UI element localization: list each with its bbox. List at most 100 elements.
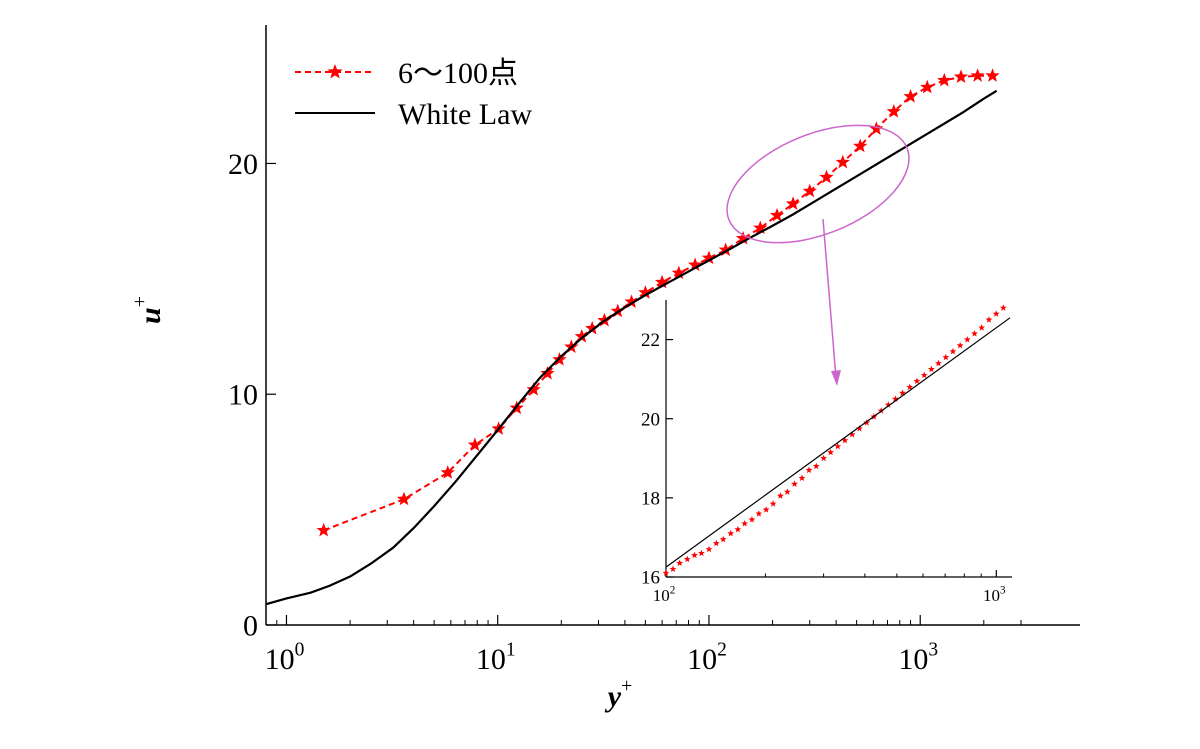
inset-y-ticks: 16 18 20 22 <box>641 330 673 589</box>
main-data-point <box>540 365 555 380</box>
main-xtick-label: 103 <box>898 640 938 677</box>
main-xtick-label: 102 <box>687 640 727 677</box>
main-data-point <box>574 329 589 343</box>
main-ytick-label: 10 <box>228 379 258 412</box>
inset-data-point <box>755 510 763 517</box>
main-xtick-base: 10 <box>687 643 717 676</box>
main-data-point <box>970 68 985 82</box>
inset-data-point <box>841 436 849 444</box>
inset-data-point <box>762 506 770 513</box>
y-axis-label: u+ <box>129 296 167 324</box>
zoom-arrow-head <box>831 370 841 386</box>
main-xtick-exp: 1 <box>506 640 516 661</box>
main-data-point <box>753 220 768 235</box>
inset-data-point <box>669 565 677 572</box>
inset-data-point <box>978 324 986 331</box>
inset-data-point <box>697 549 705 557</box>
inset-data-point <box>927 365 935 373</box>
main-xtick-label: 100 <box>265 640 305 677</box>
main-xtick-exp: 2 <box>717 640 727 661</box>
inset-axes: 16 18 20 22 102 103 <box>641 300 1012 605</box>
inset-data-point <box>776 492 784 499</box>
main-series-group <box>265 68 1000 606</box>
legend-entry-measured: 6～100点 <box>295 57 518 90</box>
main-ytick-label: 0 <box>243 610 258 643</box>
inset-data-point <box>892 395 899 402</box>
main-data-point <box>718 242 733 257</box>
inset-data-point <box>705 545 713 553</box>
inset-data-point <box>798 474 806 481</box>
main-data-point <box>396 491 412 506</box>
main-data-point <box>701 250 717 265</box>
main-data-point <box>869 121 884 135</box>
main-y-ticks: 0 10 20 <box>228 148 276 643</box>
inset-data-point <box>820 454 828 462</box>
inset-data-point <box>963 335 971 343</box>
main-xtick-base: 10 <box>265 643 295 676</box>
main-data-point <box>467 437 483 452</box>
inset-ytick-label: 22 <box>641 330 660 351</box>
inset-ytick-label: 18 <box>641 489 660 510</box>
inset-xtick-base: 10 <box>653 586 670 605</box>
inset-data-point <box>791 480 798 487</box>
inset-xtick-label: 102 <box>653 584 676 605</box>
legend: 6～100点 White Law <box>295 57 532 131</box>
inset-data-point <box>884 401 892 408</box>
inset-data-point <box>734 525 742 533</box>
inset-data-point <box>913 377 921 385</box>
inset-data-point <box>877 407 885 414</box>
inset-ytick-label: 20 <box>641 409 660 430</box>
main-series-line-0 <box>323 74 993 532</box>
main-ytick-label: 20 <box>228 148 258 181</box>
main-data-point <box>819 169 834 184</box>
inset-data-point <box>827 448 835 456</box>
main-data-point <box>953 69 969 83</box>
main-data-point <box>624 294 639 308</box>
inset-data-point <box>719 535 727 543</box>
main-data-point <box>638 285 653 299</box>
y-axis-label-sup: + <box>129 296 151 307</box>
x-axis-label-sup: + <box>621 675 632 697</box>
main-data-point <box>585 320 600 335</box>
main-data-point <box>440 465 455 479</box>
y-axis-label-main: u <box>134 307 167 324</box>
main-data-point <box>835 154 850 169</box>
main-data-point <box>785 196 801 210</box>
inset-data-point <box>999 304 1007 311</box>
inset-ytick-label: 16 <box>641 568 660 589</box>
main-x-ticks: 100 101 102 103 <box>265 615 1022 677</box>
main-data-point <box>937 72 952 87</box>
inset-data-point <box>812 462 820 470</box>
main-xtick-base: 10 <box>476 643 506 676</box>
inset-data-point <box>683 555 691 563</box>
inset-data-point <box>727 529 735 537</box>
main-data-point <box>920 79 935 94</box>
inset-data-point <box>906 383 914 390</box>
inset-data-point <box>848 430 856 438</box>
main-series-line-1 <box>265 89 998 606</box>
inset-data-point <box>899 389 906 396</box>
inset-series-group <box>662 304 1011 576</box>
main-xtick-exp: 3 <box>928 640 938 661</box>
inset-xtick-exp: 2 <box>670 584 676 596</box>
main-data-point <box>316 522 331 537</box>
inset-xtick-label: 103 <box>983 584 1006 605</box>
inset-data-point <box>992 310 1000 317</box>
inset-series-line-1 <box>665 317 1011 568</box>
legend-label-white-law: White Law <box>398 98 532 131</box>
x-axis-label: y+ <box>605 675 633 713</box>
main-data-point <box>853 138 868 153</box>
inset-data-point <box>662 569 670 576</box>
main-data-point <box>671 265 686 280</box>
svg-text:u+: u+ <box>129 296 167 324</box>
main-data-point <box>886 104 901 118</box>
inset-data-point <box>920 371 928 379</box>
legend-label-measured: 6～100点 <box>398 57 518 90</box>
inset-data-point <box>676 559 684 567</box>
main-data-point <box>687 257 703 272</box>
main-data-point <box>985 68 1000 82</box>
inset-data-point <box>942 353 950 361</box>
main-data-point <box>802 183 817 198</box>
inset-data-point <box>949 347 957 355</box>
